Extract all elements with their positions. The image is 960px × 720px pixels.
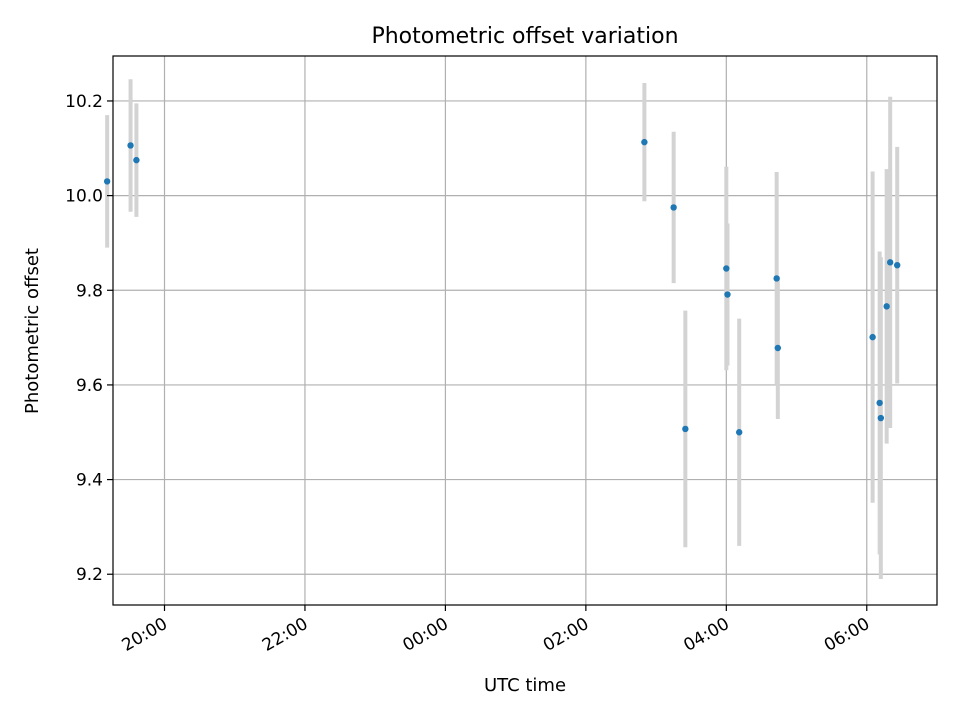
data-point (724, 291, 731, 298)
y-tick-label: 10.0 (65, 187, 103, 207)
data-point (883, 303, 890, 310)
data-point (877, 414, 885, 422)
x-tick-label: 06:00 (821, 614, 873, 656)
data-point (735, 429, 743, 436)
data-point (723, 265, 730, 272)
y-axis-label: Photometric offset (22, 248, 43, 414)
data-point (894, 261, 901, 269)
x-axis-ticks: 20:00 22:00 00:00 02:00 04:00 06:00 (119, 605, 873, 656)
data-point (103, 178, 111, 185)
y-tick-label: 9.4 (76, 471, 103, 491)
x-tick-label: 22:00 (259, 614, 311, 656)
data-point (886, 259, 894, 266)
x-tick-label: 00:00 (399, 614, 451, 656)
data-point (876, 399, 883, 407)
data-point (670, 204, 677, 211)
y-tick-label: 9.2 (76, 565, 103, 585)
y-tick-label: 9.8 (76, 281, 103, 301)
data-point (682, 425, 689, 433)
y-tick-label: 10.2 (65, 92, 103, 112)
x-axis-label: UTC time (484, 675, 566, 696)
y-axis-ticks: 9.2 9.4 9.6 9.8 10.0 10.2 (65, 92, 113, 585)
data-point (869, 333, 876, 341)
data-point (127, 142, 134, 149)
plot-frame (112, 55, 938, 606)
data-point (773, 275, 780, 282)
data-point (641, 138, 648, 146)
plot-area (113, 56, 937, 605)
y-tick-label: 9.6 (76, 376, 103, 396)
data-points (103, 138, 901, 436)
data-point (774, 344, 782, 352)
data-point (133, 156, 140, 164)
x-tick-label: 04:00 (680, 614, 732, 656)
x-tick-label: 20:00 (119, 614, 171, 656)
chart-title: Photometric offset variation (371, 24, 678, 49)
x-tick-label: 02:00 (540, 614, 592, 656)
